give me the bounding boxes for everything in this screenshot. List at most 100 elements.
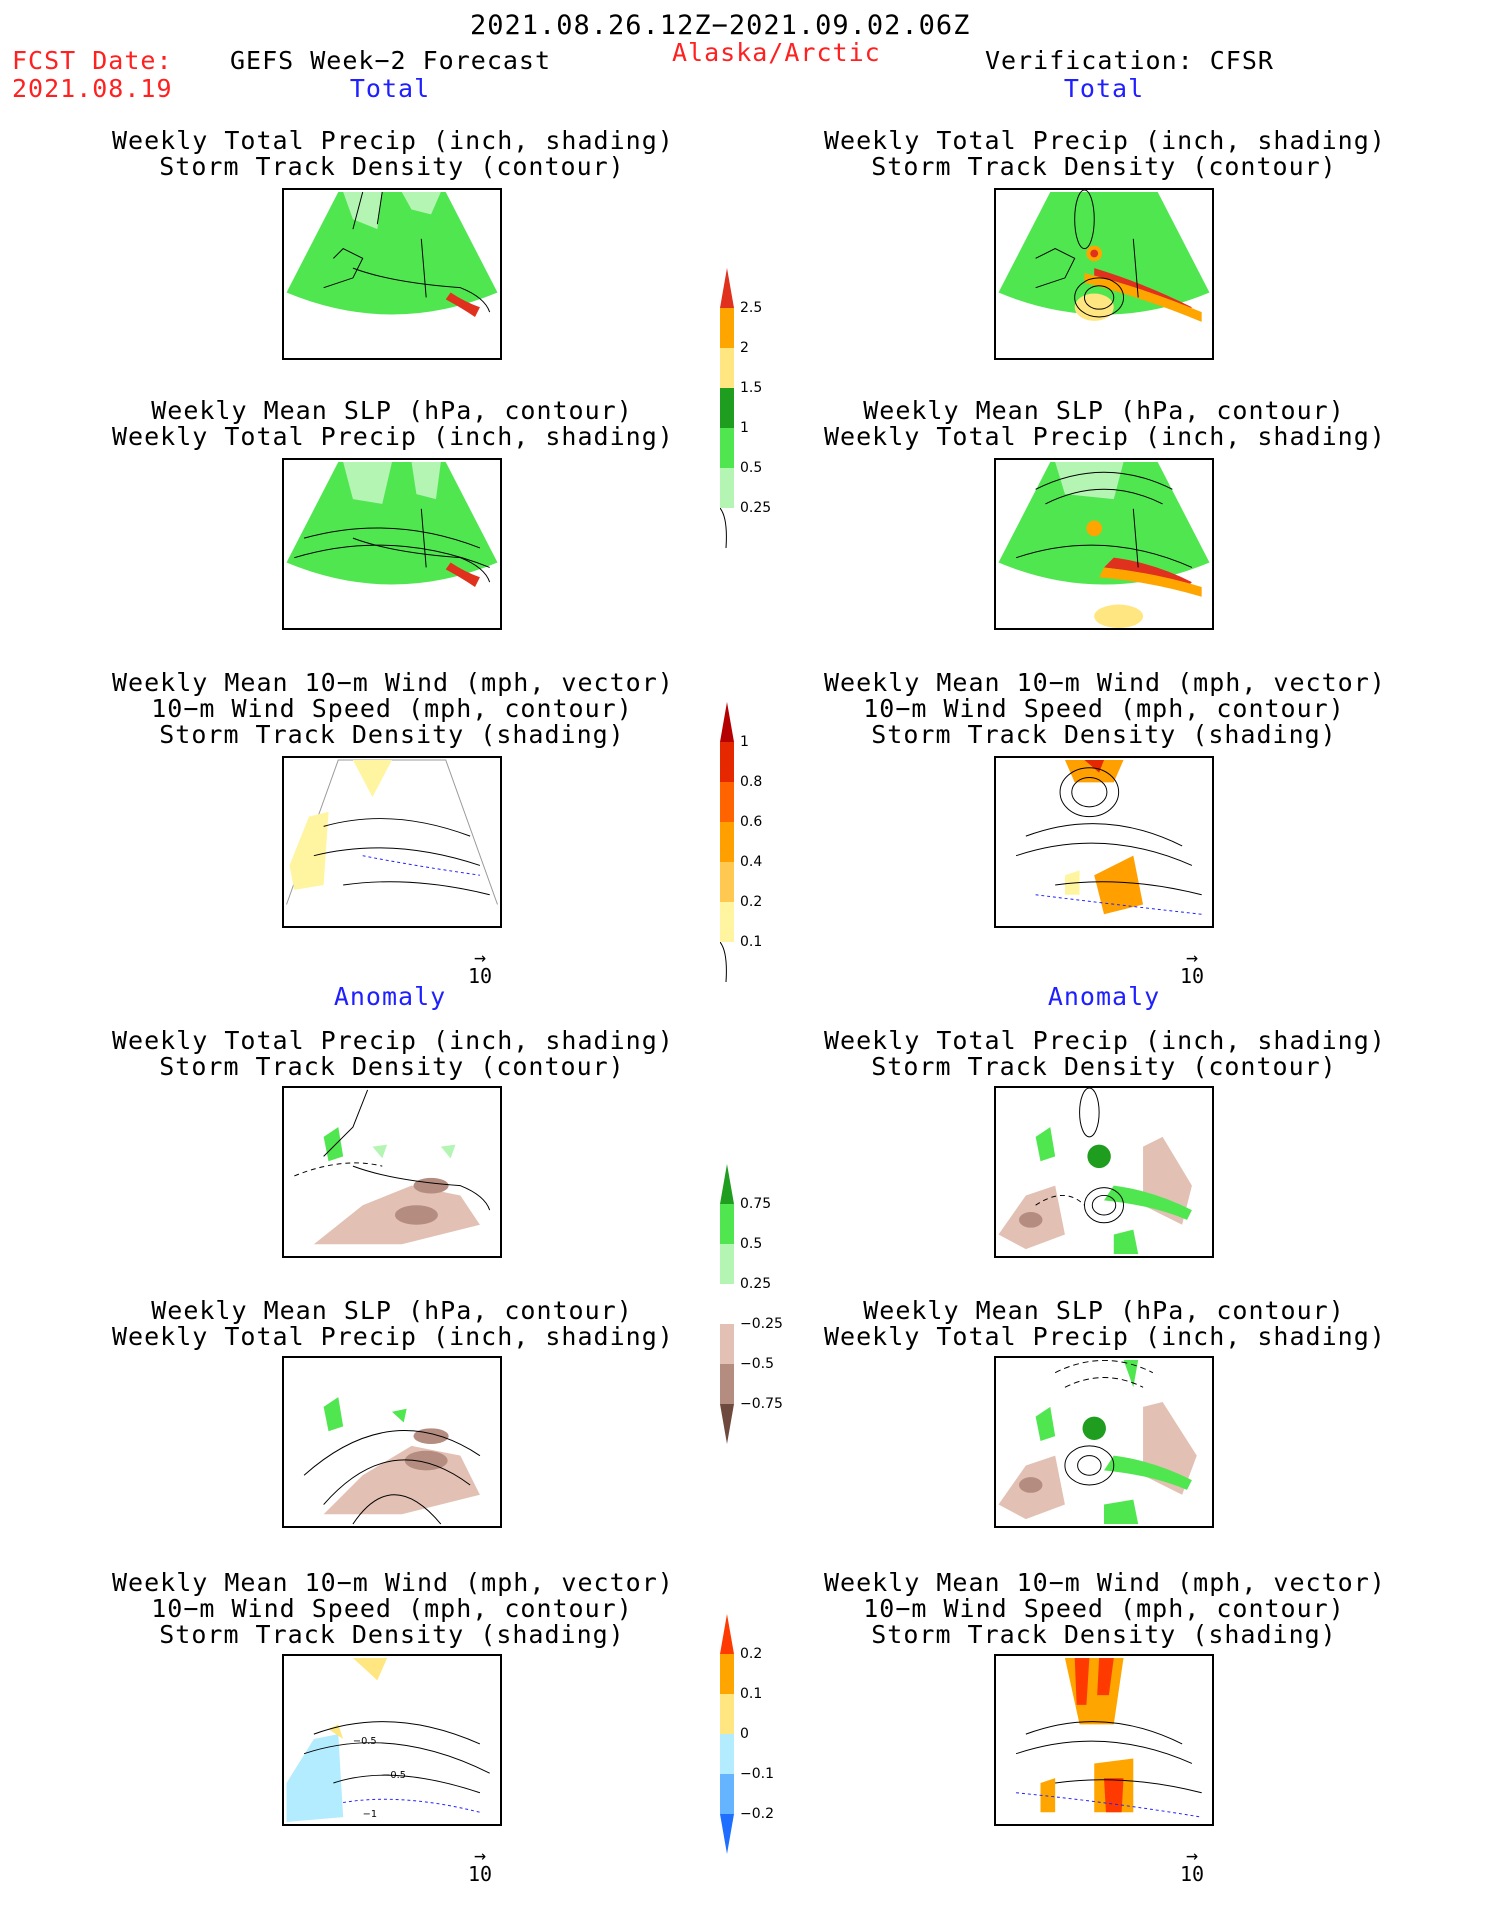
map-total-wind-forecast	[282, 756, 502, 928]
colorbar-segment	[720, 428, 734, 468]
colorbar-tick-label: −0.2	[740, 1806, 774, 1822]
panel-title-line: 10−m Wind Speed (mph, contour)	[863, 1594, 1345, 1623]
map-anomaly-precip-track-forecast	[282, 1086, 502, 1258]
map-total-precip-track-forecast	[282, 188, 502, 360]
colorbar-tick-label: 0.8	[740, 774, 763, 790]
panel-title-line: Storm Track Density (contour)	[159, 1052, 625, 1081]
map-total-slp-precip-forecast	[282, 458, 502, 630]
colorbar-segment	[720, 1654, 734, 1694]
colorbar-segment	[720, 822, 734, 862]
map-anomaly-wind-forecast: −0.5 −0.5 −1	[282, 1654, 502, 1826]
colorbar-tick-label: 0.25	[740, 500, 772, 516]
colorbar-segment	[720, 1284, 734, 1324]
panel-title-line: Weekly Mean 10−m Wind (mph, vector)	[824, 668, 1386, 697]
panel-title-line: Weekly Mean SLP (hPa, contour)	[151, 1296, 633, 1325]
colorbar-tick-label: 0.75	[740, 1196, 772, 1212]
colorbar-tick-label: −0.1	[740, 1766, 774, 1782]
colorbar-tick-label: 0	[740, 1726, 749, 1742]
colorbar-tick-label: 0.2	[740, 1646, 763, 1662]
section-total-left: Total	[349, 74, 431, 103]
region-label: Alaska/Arctic	[672, 38, 881, 67]
right-column-title: Verification: CFSR	[985, 46, 1274, 75]
colorbar-segment	[720, 902, 734, 942]
map-total-wind-verification	[994, 756, 1214, 928]
contour-label: −1	[363, 1809, 377, 1820]
panel-title-line: Weekly Total Precip (inch, shading)	[824, 422, 1386, 451]
reference-vector: → 10	[1162, 945, 1222, 988]
panel-title-line: Weekly Mean SLP (hPa, contour)	[863, 396, 1345, 425]
colorbar-tick-label: 0.2	[740, 894, 763, 910]
colorbar-bottom-tail	[720, 942, 727, 982]
colorbar-bottom-tail	[720, 508, 727, 548]
left-column-title: GEFS Week−2 Forecast	[230, 46, 552, 75]
colorbar-top-arrow	[720, 702, 734, 742]
contour-label: −0.5	[353, 1736, 377, 1747]
colorbar-top-arrow	[720, 268, 734, 308]
colorbar-segment	[720, 742, 734, 782]
panel-title-line: Weekly Total Precip (inch, shading)	[824, 126, 1386, 155]
panel-title-line: Weekly Mean 10−m Wind (mph, vector)	[112, 668, 674, 697]
panel-title-line: Weekly Total Precip (inch, shading)	[112, 422, 674, 451]
reference-vector-value: 10	[467, 964, 493, 988]
colorbar-bottom-arrow	[720, 1814, 734, 1854]
map-anomaly-wind-verification	[994, 1654, 1214, 1826]
colorbar-top-arrow	[720, 1614, 734, 1654]
colorbar-segment	[720, 1774, 734, 1814]
panel-title-line: Weekly Total Precip (inch, shading)	[824, 1322, 1386, 1351]
map-total-slp-precip-verification	[994, 458, 1214, 630]
colorbar-top-arrow	[720, 1164, 734, 1204]
colorbar-tick-label: 1.5	[740, 380, 763, 396]
colorbar-tick-label: 0.1	[740, 934, 763, 950]
colorbar-tick-label: 1	[740, 734, 749, 750]
panel-title-line: 10−m Wind Speed (mph, contour)	[151, 1594, 633, 1623]
colorbar-segment	[720, 1694, 734, 1734]
reference-vector-arrow: →	[1185, 1843, 1199, 1867]
colorbar-segment	[720, 348, 734, 388]
panel-title-line: Weekly Total Precip (inch, shading)	[824, 1026, 1386, 1055]
panel-title-line: 10−m Wind Speed (mph, contour)	[151, 694, 633, 723]
fcst-date-value: 2021.08.19	[12, 74, 173, 103]
colorbar-tick-label: −0.5	[740, 1356, 774, 1372]
panel-title-line: Storm Track Density (shading)	[159, 720, 625, 749]
panel-title-line: Weekly Total Precip (inch, shading)	[112, 126, 674, 155]
colorbar-segment	[720, 782, 734, 822]
colorbar-segment	[720, 388, 734, 428]
map-anomaly-slp-precip-verification	[994, 1356, 1214, 1528]
colorbar-tick-label: 1	[740, 420, 749, 436]
reference-vector: → 10	[450, 1843, 510, 1886]
panel-title-line: Storm Track Density (shading)	[159, 1620, 625, 1649]
panel-title-line: Weekly Mean 10−m Wind (mph, vector)	[824, 1568, 1386, 1597]
panel-title-line: 10−m Wind Speed (mph, contour)	[863, 694, 1345, 723]
colorbar-segment	[720, 1734, 734, 1774]
panel-title-line: Weekly Total Precip (inch, shading)	[112, 1026, 674, 1055]
colorbar-tick-label: −0.25	[740, 1316, 783, 1332]
valid-period: 2021.08.26.12Z−2021.09.02.06Z	[470, 10, 971, 41]
colorbar-tick-label: 0.25	[740, 1276, 772, 1292]
colorbar-segment	[720, 308, 734, 348]
map-anomaly-precip-track-verification	[994, 1086, 1214, 1258]
section-total-right: Total	[1063, 74, 1145, 103]
map-anomaly-slp-precip-forecast	[282, 1356, 502, 1528]
panel-title-line: Weekly Total Precip (inch, shading)	[112, 1322, 674, 1351]
colorbar-tick-label: 0.5	[740, 1236, 763, 1252]
panel-title-line: Storm Track Density (contour)	[871, 1052, 1337, 1081]
panel-title-line: Storm Track Density (shading)	[871, 1620, 1337, 1649]
colorbar-tick-label: −0.75	[740, 1396, 783, 1412]
reference-vector-arrow: →	[1185, 945, 1199, 969]
colorbar-tick-label: 2.5	[740, 300, 763, 316]
panel-title-line: Weekly Mean 10−m Wind (mph, vector)	[112, 1568, 674, 1597]
contour-label: −0.5	[382, 1770, 406, 1781]
section-anomaly-right: Anomaly	[1047, 982, 1161, 1011]
reference-vector-arrow: →	[473, 945, 487, 969]
reference-vector-arrow: →	[473, 1843, 487, 1867]
reference-vector: → 10	[450, 945, 510, 988]
colorbar-segment	[720, 862, 734, 902]
colorbar-segment	[720, 1364, 734, 1404]
panel-title-line: Weekly Mean SLP (hPa, contour)	[863, 1296, 1345, 1325]
colorbar-tick-label: 2	[740, 340, 749, 356]
map-total-precip-track-verification	[994, 188, 1214, 360]
colorbar-tick-label: 0.6	[740, 814, 763, 830]
panel-title-line: Storm Track Density (contour)	[159, 152, 625, 181]
panel-title-line: Weekly Mean SLP (hPa, contour)	[151, 396, 633, 425]
reference-vector-value: 10	[1179, 1862, 1205, 1886]
